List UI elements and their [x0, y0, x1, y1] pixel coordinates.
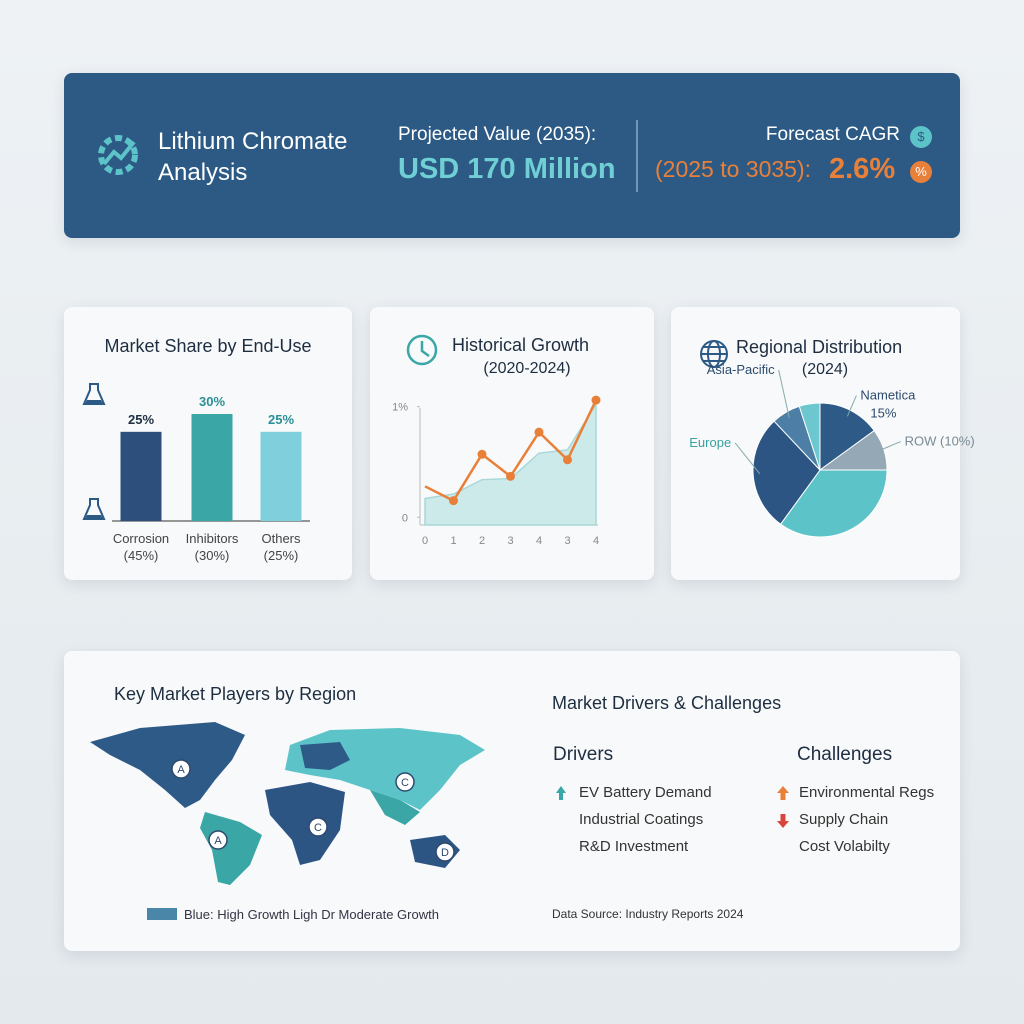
- map-marker: [171, 759, 191, 779]
- slice-label: Asia-Pacific: [707, 362, 775, 377]
- map-marker-label: C: [401, 777, 409, 789]
- cagr-period: (2025 to 3035):: [655, 156, 812, 182]
- x-tick-label: Corrosion (45%): [112, 531, 170, 563]
- arrow-up: [777, 786, 789, 800]
- slice-label: Nametica: [860, 388, 916, 403]
- header-icon: [98, 135, 138, 175]
- icon: $: [910, 126, 932, 148]
- value-label: 30%: [199, 394, 225, 409]
- arrow-up: [556, 786, 566, 800]
- x-tick-label: 0: [422, 535, 428, 547]
- driver-item: R&D Investment: [579, 838, 689, 855]
- map-legend: Blue: High Growth: [184, 907, 290, 922]
- map-marker: [308, 817, 328, 837]
- slice-label: Europe: [689, 435, 731, 450]
- legend-swatch: [147, 908, 177, 920]
- card: [64, 651, 960, 951]
- header-panel: [64, 73, 960, 238]
- data-source: Data Source: Industry Reports 2024: [552, 907, 744, 921]
- cagr-label: Forecast CAGR: [765, 124, 900, 145]
- map-marker-label: C: [314, 822, 322, 834]
- chart-title: Regional Distribution: [736, 337, 903, 357]
- arrow-down: [777, 814, 789, 828]
- flask-icon: [82, 383, 106, 520]
- pie-slice: [798, 402, 821, 471]
- point: [534, 427, 544, 437]
- point: [506, 471, 515, 481]
- x-tick-label: Others (25%): [261, 531, 301, 563]
- chart-subtitle: (2020-2024): [483, 360, 571, 377]
- bar: [120, 431, 162, 521]
- x-tick-label: Inhibitors (30%): [185, 531, 239, 563]
- chart-subtitle: (2024): [801, 361, 849, 378]
- map-marker: [435, 842, 455, 862]
- x-tick-label: 1: [450, 535, 456, 547]
- map-marker: [395, 772, 415, 792]
- area: [424, 401, 597, 526]
- pie-slice: [752, 420, 821, 525]
- section-title: Market Drivers & Challenges: [552, 693, 782, 713]
- y-tick-label: 1%: [392, 402, 408, 414]
- x-tick-label: 2: [479, 535, 485, 547]
- slice-label: ROW (10%): [905, 434, 975, 449]
- leader-line: [778, 369, 790, 419]
- chart-title: Market Share by End-Use: [104, 336, 312, 356]
- map-legend: Ligh Dr Moderate Growth: [293, 907, 439, 922]
- value-label: 25%: [128, 412, 154, 427]
- map-title: Key Market Players by Region: [114, 684, 357, 704]
- point: [449, 496, 458, 506]
- globe-icon: [700, 340, 728, 368]
- map-marker-label: A: [214, 835, 222, 847]
- x-tick-label: 4: [536, 535, 542, 547]
- driver-item: EV Battery Demand: [579, 784, 712, 801]
- value-label: 15%: [870, 406, 896, 421]
- point: [477, 449, 487, 459]
- bar: [260, 431, 302, 521]
- world-map: [90, 722, 485, 885]
- drivers-heading: Drivers: [553, 744, 614, 765]
- x-tick-label: 3: [564, 535, 570, 547]
- challenge-item: Supply Chain: [799, 811, 889, 828]
- clock-icon: [406, 334, 438, 366]
- leader-line: [877, 441, 901, 452]
- card: [370, 307, 654, 580]
- leader-line: [734, 442, 761, 475]
- challenge-item: Cost Volabilty: [799, 838, 890, 855]
- point: [591, 395, 601, 405]
- leader-line: [846, 395, 857, 417]
- chart-title: Historical Growth: [452, 335, 590, 355]
- x-tick-label: 3: [507, 535, 513, 547]
- projected-label: Projected Value (2035):: [398, 124, 597, 145]
- bar: [191, 414, 233, 521]
- y-tick-label: 0: [402, 512, 408, 524]
- icon: %: [910, 161, 932, 183]
- map-marker: [208, 830, 228, 850]
- point: [563, 455, 572, 465]
- map-marker-label: D: [441, 847, 449, 859]
- value-label: 25%: [268, 412, 294, 427]
- x-tick-label: 4: [593, 535, 599, 547]
- pie-slice: [779, 469, 888, 538]
- driver-item: Industrial Coatings: [579, 811, 704, 828]
- projected-value: USD 170 Million: [398, 153, 616, 185]
- map-marker-label: A: [177, 764, 185, 776]
- header-title: Lithium Chromate Analysis: [158, 128, 348, 186]
- cagr-value: 2.6%: [829, 153, 896, 185]
- challenges-heading: Challenges: [797, 744, 893, 765]
- challenge-item: Environmental Regs: [799, 784, 935, 801]
